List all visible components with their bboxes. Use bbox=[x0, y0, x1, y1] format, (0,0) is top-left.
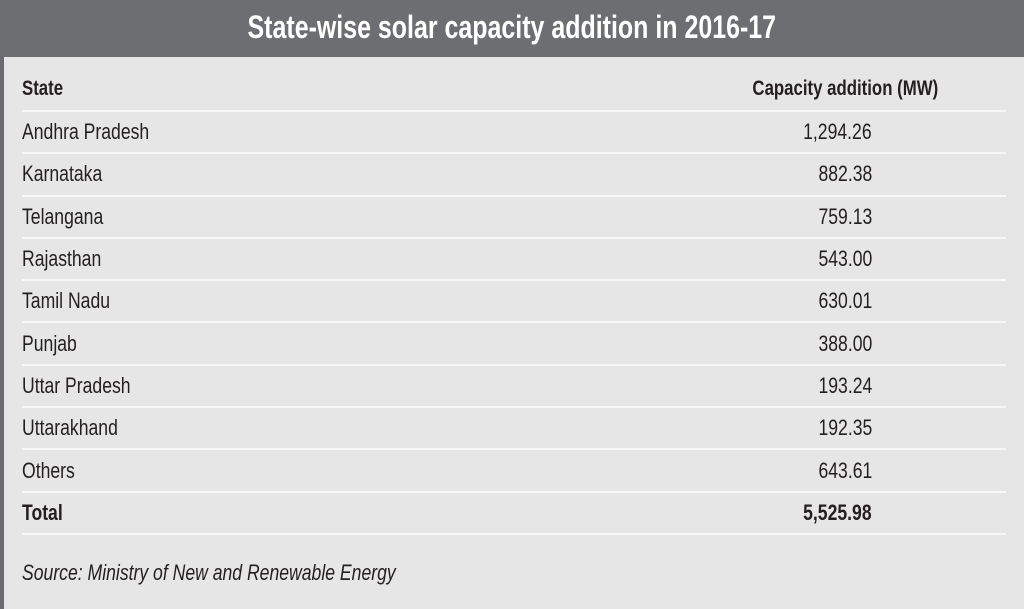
capacity-value: 1,294.26 bbox=[803, 119, 872, 145]
total-label: Total bbox=[22, 499, 63, 525]
capacity-value: 193.24 bbox=[818, 372, 872, 398]
table-row: Punjab 388.00 bbox=[22, 323, 1006, 366]
capacity-value: 192.35 bbox=[818, 415, 872, 441]
state-name: Punjab bbox=[22, 330, 77, 356]
capacity-value: 630.01 bbox=[818, 288, 872, 314]
state-name: Uttarakhand bbox=[22, 415, 118, 441]
table-row: Telangana 759.13 bbox=[22, 197, 1006, 239]
table-row: Tamil Nadu 630.01 bbox=[22, 281, 1006, 324]
column-header-state: State bbox=[22, 77, 64, 100]
page-title: State-wise solar capacity addition in 20… bbox=[247, 9, 777, 45]
table-header-row: State Capacity addition (MW) bbox=[22, 68, 1006, 112]
table-row: Karnataka 882.38 bbox=[22, 154, 1006, 197]
source-note: Source: Ministry of New and Renewable En… bbox=[22, 560, 396, 585]
capacity-value: 882.38 bbox=[818, 161, 872, 187]
state-name: Telangana bbox=[22, 203, 104, 229]
capacity-value: 543.00 bbox=[818, 246, 872, 272]
table-row: Uttarakhand 192.35 bbox=[22, 408, 1006, 451]
table-row: Andhra Pradesh 1,294.26 bbox=[22, 112, 1006, 155]
column-header-capacity: Capacity addition (MW) bbox=[752, 77, 938, 100]
capacity-table: State Capacity addition (MW) Andhra Prad… bbox=[22, 68, 1006, 535]
table-row: Others 643.61 bbox=[22, 450, 1006, 493]
capacity-value: 759.13 bbox=[818, 203, 872, 229]
state-name: Uttar Pradesh bbox=[22, 372, 131, 398]
state-name: Tamil Nadu bbox=[22, 288, 111, 314]
capacity-value: 388.00 bbox=[818, 330, 872, 356]
capacity-value: 643.61 bbox=[818, 457, 872, 483]
table-row: Uttar Pradesh 193.24 bbox=[22, 366, 1006, 409]
table-row: Rajasthan 543.00 bbox=[22, 239, 1006, 282]
title-bar: State-wise solar capacity addition in 20… bbox=[0, 0, 1024, 57]
table-total-row: Total 5,525.98 bbox=[22, 493, 1006, 535]
state-name: Andhra Pradesh bbox=[22, 119, 150, 145]
total-value: 5,525.98 bbox=[803, 499, 872, 525]
state-name: Others bbox=[22, 457, 75, 483]
state-name: Rajasthan bbox=[22, 246, 102, 272]
state-name: Karnataka bbox=[22, 161, 103, 187]
